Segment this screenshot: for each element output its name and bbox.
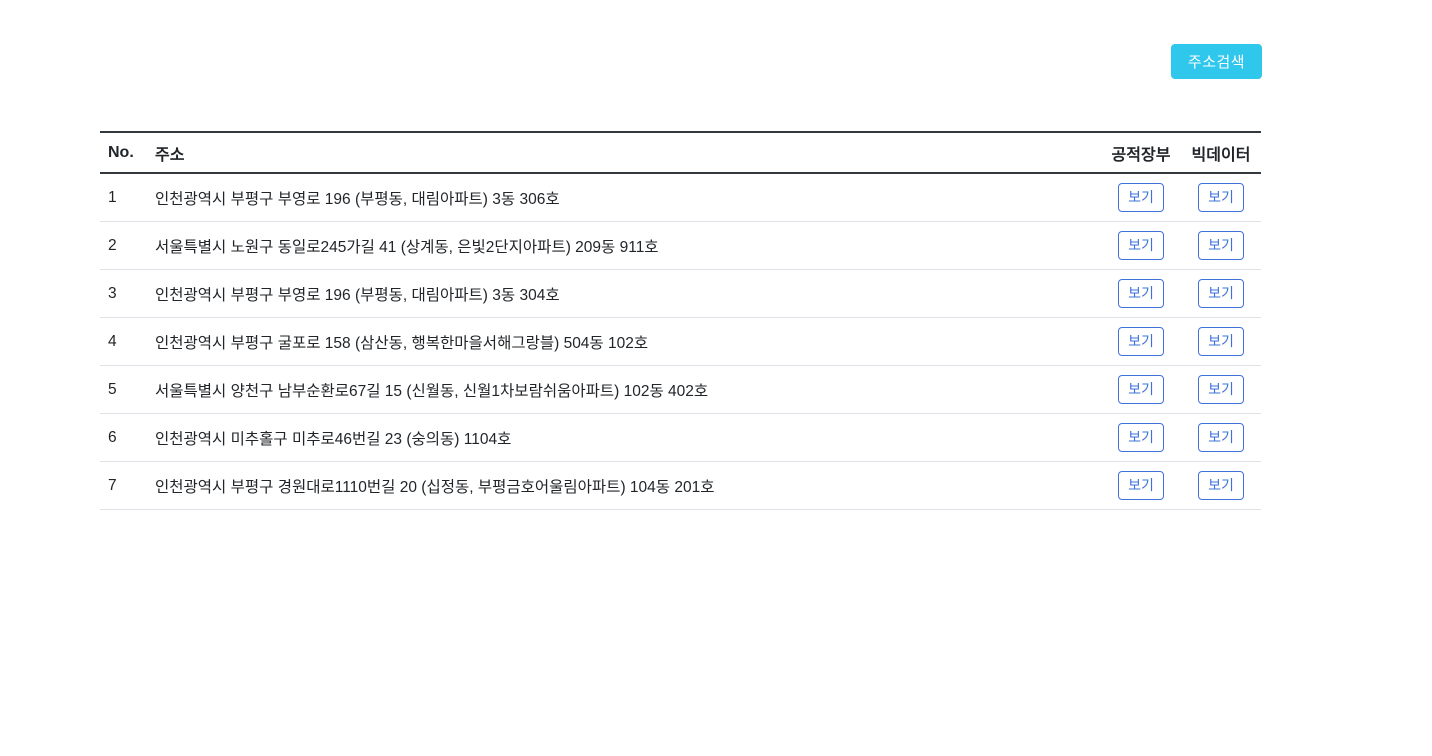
table-row: 7 인천광역시 부평구 경원대로1110번길 20 (십정동, 부평금호어울림아… (100, 462, 1261, 510)
row-number: 1 (108, 188, 117, 206)
big-data-cell: 보기 (1181, 375, 1261, 404)
public-ledger-cell: 보기 (1101, 471, 1181, 500)
big-data-view-button[interactable]: 보기 (1198, 327, 1244, 356)
table-row: 5 서울특별시 양천구 남부순환로67길 15 (신월동, 신월1차보람쉬움아파… (100, 366, 1261, 414)
big-data-cell: 보기 (1181, 183, 1261, 212)
table-row: 2 서울특별시 노원구 동일로245가길 41 (상계동, 은빛2단지아파트) … (100, 222, 1261, 270)
row-number: 2 (108, 236, 117, 254)
public-ledger-view-button[interactable]: 보기 (1118, 231, 1164, 260)
big-data-view-button[interactable]: 보기 (1198, 279, 1244, 308)
column-header-public-ledger: 공적장부 (1111, 146, 1171, 164)
row-address: 인천광역시 부평구 부영로 196 (부평동, 대림아파트) 3동 304호 (155, 286, 560, 304)
row-number: 3 (108, 284, 117, 302)
table-row: 3 인천광역시 부평구 부영로 196 (부평동, 대림아파트) 3동 304호… (100, 270, 1261, 318)
big-data-view-button[interactable]: 보기 (1198, 183, 1244, 212)
big-data-cell: 보기 (1181, 423, 1261, 452)
public-ledger-view-button[interactable]: 보기 (1118, 279, 1164, 308)
big-data-view-button[interactable]: 보기 (1198, 471, 1244, 500)
row-address: 서울특별시 노원구 동일로245가길 41 (상계동, 은빛2단지아파트) 20… (155, 238, 659, 256)
table-row: 6 인천광역시 미추홀구 미추로46번길 23 (숭의동) 1104호 보기 보… (100, 414, 1261, 462)
public-ledger-view-button[interactable]: 보기 (1118, 471, 1164, 500)
column-header-no: No. (108, 143, 134, 161)
column-header-big-data: 빅데이터 (1191, 146, 1251, 164)
big-data-view-button[interactable]: 보기 (1198, 423, 1244, 452)
row-address: 서울특별시 양천구 남부순환로67길 15 (신월동, 신월1차보람쉬움아파트)… (155, 382, 709, 400)
public-ledger-view-button[interactable]: 보기 (1118, 423, 1164, 452)
row-address: 인천광역시 미추홀구 미추로46번길 23 (숭의동) 1104호 (155, 430, 512, 448)
big-data-cell: 보기 (1181, 327, 1261, 356)
row-number: 7 (108, 476, 117, 494)
public-ledger-view-button[interactable]: 보기 (1118, 375, 1164, 404)
big-data-cell: 보기 (1181, 279, 1261, 308)
public-ledger-cell: 보기 (1101, 279, 1181, 308)
big-data-view-button[interactable]: 보기 (1198, 375, 1244, 404)
public-ledger-view-button[interactable]: 보기 (1118, 327, 1164, 356)
address-table: No. 주소 공적장부 빅데이터 1 인천광역시 부평구 부영로 196 (부평… (100, 131, 1261, 510)
row-address: 인천광역시 부평구 경원대로1110번길 20 (십정동, 부평금호어울림아파트… (155, 478, 715, 496)
row-address: 인천광역시 부평구 굴포로 158 (삼산동, 행복한마을서해그랑블) 504동… (155, 334, 649, 352)
big-data-cell: 보기 (1181, 231, 1261, 260)
public-ledger-cell: 보기 (1101, 231, 1181, 260)
row-address: 인천광역시 부평구 부영로 196 (부평동, 대림아파트) 3동 306호 (155, 190, 560, 208)
row-number: 6 (108, 428, 117, 446)
table-header-row: No. 주소 공적장부 빅데이터 (100, 131, 1261, 174)
public-ledger-cell: 보기 (1101, 183, 1181, 212)
big-data-cell: 보기 (1181, 471, 1261, 500)
public-ledger-cell: 보기 (1101, 375, 1181, 404)
public-ledger-cell: 보기 (1101, 327, 1181, 356)
table-row: 4 인천광역시 부평구 굴포로 158 (삼산동, 행복한마을서해그랑블) 50… (100, 318, 1261, 366)
row-number: 4 (108, 332, 117, 350)
public-ledger-cell: 보기 (1101, 423, 1181, 452)
big-data-view-button[interactable]: 보기 (1198, 231, 1244, 260)
table-row: 1 인천광역시 부평구 부영로 196 (부평동, 대림아파트) 3동 306호… (100, 174, 1261, 222)
address-search-button[interactable]: 주소검색 (1171, 44, 1262, 79)
column-header-address: 주소 (155, 146, 185, 164)
row-number: 5 (108, 380, 117, 398)
public-ledger-view-button[interactable]: 보기 (1118, 183, 1164, 212)
table-body: 1 인천광역시 부평구 부영로 196 (부평동, 대림아파트) 3동 306호… (100, 174, 1261, 510)
